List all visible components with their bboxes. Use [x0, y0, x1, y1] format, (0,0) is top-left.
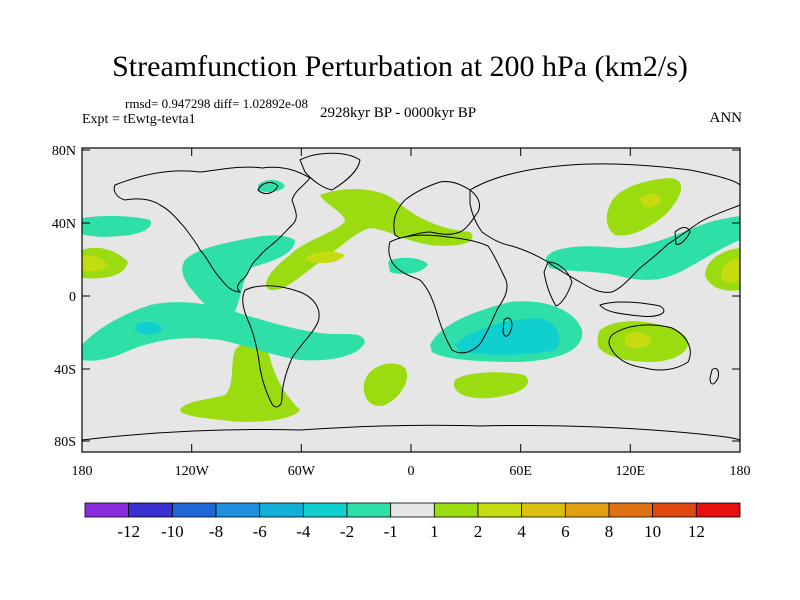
- stats-text: rmsd= 0.947298 diff= 1.02892e-08: [125, 96, 309, 111]
- lat-label-40s: 40S: [54, 363, 76, 378]
- region-south-america-south: [180, 341, 300, 422]
- colorbar-label: -12: [117, 522, 140, 541]
- experiment-label: Expt = tEwtg-tevta1: [82, 112, 196, 127]
- region-east-asia-core: [640, 193, 661, 208]
- region-south-atlantic: [363, 363, 408, 406]
- colorbar-labels: -12 -10 -8 -6 -4 -2 -1 1 2 4 6 8 10 12: [117, 522, 705, 541]
- coastlines: [81, 152, 741, 441]
- region-north-america-band: [182, 235, 295, 318]
- lat-label-80s: 80S: [54, 435, 76, 450]
- japan-outline: [674, 227, 691, 245]
- colorbar-label: 12: [688, 522, 705, 541]
- lon-label-0: 0: [408, 464, 415, 479]
- region-south-pacific-core: [135, 321, 162, 335]
- region-asia-band: [545, 216, 740, 280]
- colorbar-label: -4: [296, 522, 311, 541]
- colorbar-swatch: [215, 502, 261, 518]
- africa-outline: [388, 234, 508, 354]
- colorbar-label: 10: [644, 522, 661, 541]
- lat-label-0: 0: [69, 290, 76, 305]
- colorbar-label: 4: [517, 522, 526, 541]
- colorbar-swatch: [564, 502, 610, 518]
- colorbar-label: -6: [253, 522, 267, 541]
- colorbar-swatch: [84, 502, 130, 518]
- colorbar-label: 6: [561, 522, 570, 541]
- period-label: 2928kyr BP - 0000kyr BP: [320, 105, 477, 121]
- colorbar-swatch: [259, 502, 304, 518]
- colorbar-label: 2: [474, 522, 483, 541]
- colorbar-label: -1: [384, 522, 398, 541]
- antarctica-outline: [81, 424, 741, 441]
- region-australia-core: [625, 332, 652, 349]
- hudson-bay-outline: [257, 182, 279, 194]
- region-atlantic-north: [266, 188, 473, 291]
- colorbar-swatch: [171, 502, 217, 518]
- colorbar-swatch: [695, 502, 741, 518]
- region-pacific-east-core: [721, 258, 740, 283]
- region-east-asia: [606, 178, 682, 236]
- lon-label-60w: 60W: [288, 464, 316, 479]
- region-pacific-south-band: [82, 302, 365, 361]
- australia-outline: [608, 324, 691, 371]
- region-hudson: [258, 179, 285, 193]
- india-outline: [543, 261, 573, 307]
- colorbar-label: 8: [605, 522, 614, 541]
- colorbar-swatch: [302, 502, 348, 518]
- greenland-outline: [299, 152, 361, 191]
- lon-axis: 180 120W 60W 0 60E 120E 180: [72, 148, 751, 479]
- colorbar: [84, 502, 741, 518]
- colorbar-swatch: [128, 502, 173, 518]
- region-pacific-north-band: [82, 215, 151, 237]
- lon-label-120w: 120W: [175, 464, 210, 479]
- europe-outline: [393, 181, 481, 239]
- colorbar-label: -10: [161, 522, 184, 541]
- colorbar-swatch: [433, 502, 479, 518]
- asia-outline: [469, 163, 741, 293]
- colorbar-swatch: [608, 502, 654, 518]
- region-atlantic-center: [305, 251, 345, 264]
- lon-label-180w: 180: [72, 464, 93, 479]
- season-label: ANN: [709, 110, 743, 126]
- new-zealand-outline: [709, 367, 719, 385]
- south-america-outline: [242, 285, 320, 408]
- north-america-outline: [113, 166, 311, 293]
- lon-label-180e: 180: [730, 464, 751, 479]
- region-pacific-west-core: [82, 255, 108, 272]
- lat-label-40n: 40N: [52, 217, 76, 232]
- lon-label-120e: 120E: [616, 464, 646, 479]
- colorbar-label: -2: [340, 522, 354, 541]
- colorbar-label: 1: [430, 522, 439, 541]
- colorbar-swatch: [521, 502, 566, 518]
- colorbar-swatch: [652, 502, 697, 518]
- colorbar-swatch: [346, 502, 392, 518]
- colorbar-label: -8: [209, 522, 223, 541]
- map-title: Streamfunction Perturbation at 200 hPa (…: [112, 50, 688, 83]
- madagascar-outline: [502, 317, 513, 337]
- region-indian-south: [454, 372, 529, 399]
- lon-label-60e: 60E: [509, 464, 532, 479]
- lat-axis: 80N 40N 0 40S 80S: [52, 144, 740, 450]
- lat-label-80n: 80N: [52, 144, 76, 159]
- colorbar-swatch: [477, 502, 523, 518]
- colorbar-swatch: [390, 502, 435, 518]
- indonesia-outline: [599, 301, 665, 317]
- region-north-africa: [388, 257, 428, 274]
